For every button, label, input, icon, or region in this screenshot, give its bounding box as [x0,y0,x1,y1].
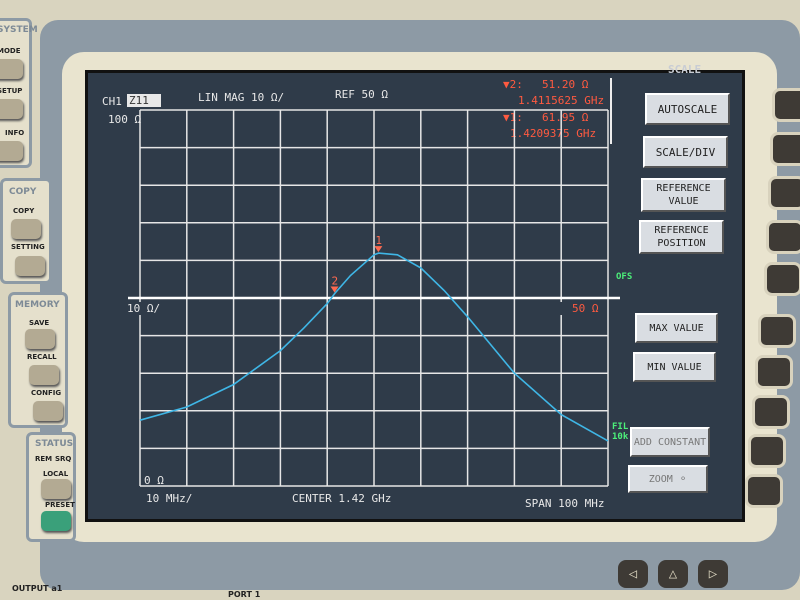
hardkey-8[interactable] [752,395,790,429]
memory-panel: MEMORY SAVE RECALL CONFIG [8,292,68,428]
memory-title: MEMORY [15,300,60,310]
hardkey-10[interactable] [745,474,783,508]
copy-panel: COPY COPY SETTING [0,178,52,284]
scale-per-div-label: 10 Ω/ [127,302,161,315]
setting-button[interactable] [15,256,45,276]
system-title: SYSTEM [0,25,38,35]
hardkey-3[interactable] [768,176,800,210]
output-label: OUTPUT a1 [12,584,63,593]
hardkey-7[interactable] [755,355,793,389]
reference-position-softkey[interactable]: REFERENCE POSITION [639,220,724,254]
hardkey-1[interactable] [772,88,800,122]
port-label: PORT 1 [228,590,261,599]
max-value-softkey[interactable]: MAX VALUE [635,313,718,343]
copy-label: COPY [13,207,35,215]
marker-1-frequency: 1.4209375 GHz [510,127,597,140]
autoscale-softkey[interactable]: AUTOSCALE [645,93,730,125]
add-constant-softkey[interactable]: ADD CONSTANT [630,427,710,457]
hardkey-4[interactable] [766,220,800,254]
marker-1-value: 61.95 Ω [542,111,589,124]
setup-button[interactable] [0,99,23,119]
copy-title: COPY [9,187,37,197]
info-label: INFO [5,129,25,137]
marker-2-value: 51.20 Ω [542,78,589,91]
config-button[interactable] [33,401,63,421]
local-label: LOCAL [43,470,69,478]
parameter-selector[interactable]: Z11 [127,94,161,107]
hardkey-6[interactable] [758,314,796,348]
copy-button[interactable] [11,219,41,239]
min-value-softkey[interactable]: MIN VALUE [633,352,716,382]
span-label: SPAN 100 MHz [525,497,605,510]
reference-position-label: 50 Ω [560,302,599,315]
config-label: CONFIG [31,389,62,397]
filter-bandwidth: 10k [612,432,629,442]
hardkey-5[interactable] [764,262,800,296]
marker-1-label: ▼1: [503,111,523,124]
zoom-softkey[interactable]: ZOOM ⚬ [628,465,708,493]
marker-1-triangle [374,246,383,253]
mode-label: MODE [0,47,21,55]
up-arrow-icon[interactable]: △ [658,560,688,588]
marker-2-label: 2 [332,274,339,287]
status-panel: STATUS REM SRQ LOCAL PRESET [26,432,76,542]
right-arrow-icon[interactable]: ▷ [698,560,728,588]
setup-label: SETUP [0,87,23,95]
recall-label: RECALL [27,353,57,361]
scale-div-softkey[interactable]: SCALE/DIV [643,136,728,168]
trace-line [139,252,609,442]
bottom-scale-label: 0 Ω [144,474,164,487]
save-label: SAVE [29,319,50,327]
top-scale-label: 100 Ω [108,113,142,126]
local-button[interactable] [41,479,71,499]
marker-readout: ▼2: 51.20 Ω 1.4115625 GHz ▼1: 61.95 Ω 1.… [500,78,612,144]
preset-button[interactable] [41,511,71,531]
format-label: LIN MAG 10 Ω/ [198,91,285,104]
status-title: STATUS [35,439,74,449]
srq-led-label: SRQ [55,455,72,463]
preset-label: PRESET [45,501,75,509]
marker-2-frequency: 1.4115625 GHz [518,94,605,107]
left-arrow-icon[interactable]: ◁ [618,560,648,588]
info-button[interactable] [0,141,23,161]
setting-label: SETTING [11,243,45,251]
reference-label: REF 50 Ω [335,88,388,101]
system-panel: SYSTEM MODE SETUP INFO [0,18,38,168]
recall-button[interactable] [29,365,59,385]
center-frequency-label: CENTER 1.42 GHz [292,492,392,505]
offset-indicator: OFS [616,272,633,282]
marker-2-label: ▼2: [503,78,523,91]
channel-label: CH1 [102,95,122,108]
x-div-label: 10 MHz/ [146,492,193,505]
hardkey-2[interactable] [770,132,800,166]
reference-value-softkey[interactable]: REFERENCE VALUE [641,178,726,212]
softkey-menu-title: SCALE [668,63,702,76]
marker-2-triangle [330,286,339,293]
mode-button[interactable] [0,59,23,79]
rem-led-label: REM [35,455,53,463]
save-button[interactable] [25,329,55,349]
marker-1-label: 1 [375,234,382,247]
filter-indicator: FIL [612,422,629,432]
hardkey-9[interactable] [748,434,786,468]
